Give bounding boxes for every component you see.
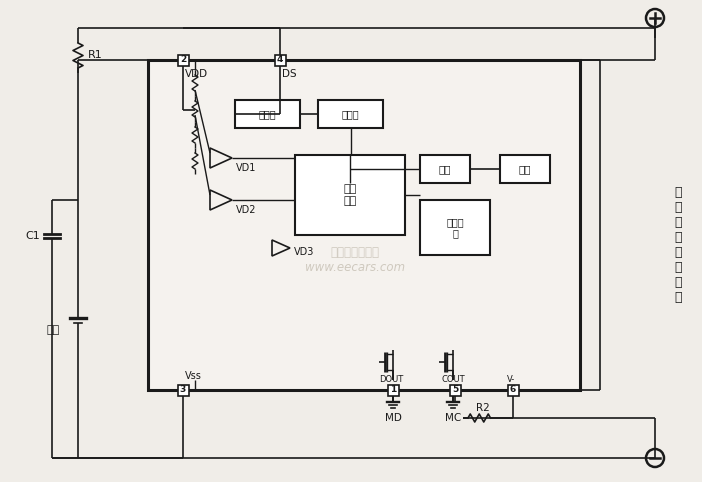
- Text: DS: DS: [282, 69, 297, 79]
- Text: DOUT: DOUT: [379, 375, 403, 385]
- Text: 短路: 短路: [519, 164, 531, 174]
- Text: 3: 3: [180, 386, 186, 394]
- Bar: [178, 385, 189, 396]
- Text: Vss: Vss: [185, 371, 202, 381]
- Bar: [500, 155, 550, 183]
- Text: MD: MD: [385, 413, 402, 423]
- Text: 2: 2: [180, 55, 186, 65]
- Text: 计数器: 计数器: [342, 109, 359, 119]
- Text: R2: R2: [476, 403, 490, 413]
- Bar: [178, 55, 189, 66]
- Text: 电池: 电池: [46, 325, 60, 335]
- Bar: [450, 385, 461, 396]
- Text: C1: C1: [25, 231, 40, 241]
- Text: 电子技术应用网
www.eecars.com: 电子技术应用网 www.eecars.com: [305, 246, 405, 274]
- Text: 逻辑
电路: 逻辑 电路: [343, 184, 357, 206]
- Text: VD2: VD2: [236, 205, 256, 215]
- Text: VDD: VDD: [185, 69, 208, 79]
- Bar: [148, 60, 580, 390]
- Bar: [318, 100, 383, 128]
- Text: COUT: COUT: [441, 375, 465, 385]
- Text: 延时: 延时: [439, 164, 451, 174]
- Text: VD3: VD3: [294, 247, 314, 257]
- Text: 4: 4: [277, 55, 283, 65]
- Bar: [420, 155, 470, 183]
- Text: MC: MC: [445, 413, 461, 423]
- Text: 5: 5: [452, 386, 458, 394]
- Text: 1: 1: [390, 386, 396, 394]
- Text: 电平检
测: 电平检 测: [446, 217, 464, 238]
- Text: R1: R1: [88, 50, 102, 60]
- Bar: [235, 100, 300, 128]
- Bar: [295, 155, 405, 235]
- Bar: [275, 55, 286, 66]
- Bar: [388, 385, 399, 396]
- Text: VD1: VD1: [236, 163, 256, 173]
- Bar: [420, 200, 490, 255]
- Text: V-: V-: [507, 375, 515, 385]
- Text: 连
接
充
电
器
或
负
载: 连 接 充 电 器 或 负 载: [674, 186, 682, 304]
- Text: 6: 6: [510, 386, 516, 394]
- Bar: [508, 385, 519, 396]
- Text: 振荡器: 振荡器: [259, 109, 277, 119]
